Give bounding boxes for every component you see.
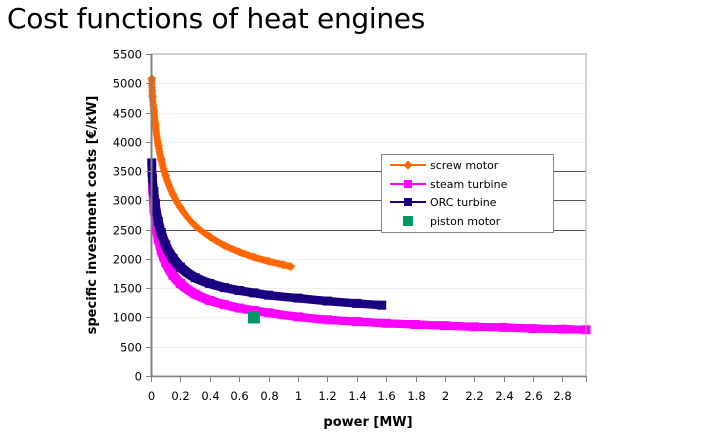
y-tick-label: 2500 <box>113 224 142 238</box>
y-tick-label: 3000 <box>113 194 142 208</box>
y-tick-label: 3500 <box>113 165 142 179</box>
data-marker <box>286 262 295 271</box>
square-marker-icon <box>404 198 412 206</box>
legend-label: ORC turbine <box>430 195 497 209</box>
square-marker-icon <box>404 180 412 188</box>
square-marker-icon <box>403 216 413 226</box>
axes <box>146 53 587 382</box>
y-tick-label: 4000 <box>113 136 142 150</box>
x-tick-label: 0.4 <box>201 389 219 403</box>
x-tick-label: 1 <box>295 389 302 403</box>
x-tick-label: 2 <box>442 389 449 403</box>
legend-item-steam-turbine: steam turbine <box>388 175 507 193</box>
legend-label: screw motor <box>430 158 499 172</box>
x-tick-label: 0 <box>148 389 155 403</box>
legend-item-orc-turbine: ORC turbine <box>388 193 497 211</box>
y-tick-label: 1500 <box>113 282 142 296</box>
x-tick-label: 0.2 <box>171 389 189 403</box>
y-axis-label: specific investment costs [€/kW] <box>85 96 100 335</box>
x-tick-labels: 0 0.2 0.4 0.6 0.8 1 1.2 1.4 1.6 1.8 2 2.2 2.4 2.6 2.8 <box>148 389 572 403</box>
y-tick-label: 0 <box>135 370 142 384</box>
data-marker <box>377 301 386 310</box>
legend-label: steam turbine <box>430 177 508 191</box>
y-tick-label: 500 <box>120 341 142 355</box>
data-point <box>247 311 260 324</box>
legend: screw motor steam turbine ORC turbine pi… <box>381 154 554 233</box>
legend-item-piston-motor: piston motor <box>388 212 500 230</box>
diamond-marker-icon <box>403 160 413 170</box>
x-tick-label: 0.6 <box>230 389 248 403</box>
x-tick-label: 2.4 <box>495 389 513 403</box>
series-line <box>150 78 291 268</box>
x-tick-label: 2.2 <box>465 389 483 403</box>
y-tick-label: 2000 <box>113 253 142 267</box>
y-tick-label: 4500 <box>113 107 142 121</box>
x-tick-label: 2.6 <box>524 389 542 403</box>
x-axis-label: power [MW] <box>323 415 412 430</box>
x-tick-label: 1.2 <box>318 389 336 403</box>
y-tick-labels: 0 500 1000 1500 2000 2500 3000 3500 4000 4500 5000… <box>113 48 142 384</box>
y-tick-label: 5000 <box>113 77 142 91</box>
x-tick-label: 1.4 <box>348 389 366 403</box>
series-steam-turbine <box>147 167 591 335</box>
slide-title: Cost functions of heat engines <box>7 2 426 35</box>
series-ORC-turbine <box>147 158 387 310</box>
x-tick-label: 1.8 <box>407 389 425 403</box>
y-tick-label: 5500 <box>113 48 142 62</box>
series-screw-motor <box>147 74 296 272</box>
y-tick-label: 1000 <box>113 311 142 325</box>
x-tick-label: 1.6 <box>377 389 395 403</box>
legend-item-screw-motor: screw motor <box>388 156 498 174</box>
x-tick-label: 0.8 <box>260 389 278 403</box>
series-piston-motor <box>247 311 260 324</box>
x-tick-label: 2.8 <box>553 389 571 403</box>
legend-label: piston motor <box>430 214 501 228</box>
series-layer <box>147 74 591 335</box>
